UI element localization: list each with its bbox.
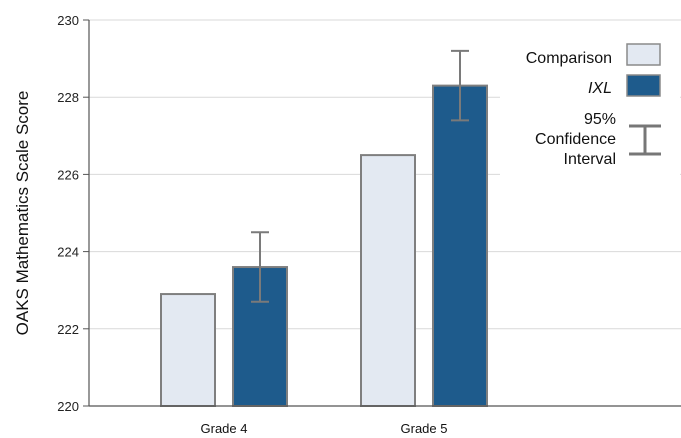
legend-label-comparison: Comparison [526,50,612,67]
y-axis-title: OAKS Mathematics Scale Score [13,91,32,336]
y-tick-label: 228 [57,90,79,105]
y-tick-labels: 220 222 224 226 228 230 [57,13,79,414]
y-tick-label: 230 [57,13,79,28]
y-tick-label: 222 [57,322,79,337]
bars [160,84,488,408]
legend-label-ixl: IXL [588,80,612,97]
x-category-label: Grade 5 [401,421,448,436]
legend-ci-icon [629,124,661,156]
legend-ci-line-2: Confidence [535,131,616,148]
legend-ci-line-1: 95% [584,111,616,128]
y-tick-label: 226 [57,167,79,182]
bar-comparison-grade-5 [360,154,416,407]
legend-ci-line-3: Interval [564,151,616,168]
bar-comparison-grade-4 [160,293,216,407]
x-category-labels: Grade 4 Grade 5 [201,421,448,436]
bar-ixl-grade-5 [432,84,488,408]
y-tick-label: 220 [57,399,79,414]
legend-swatch-comparison [626,43,661,66]
x-category-label: Grade 4 [201,421,248,436]
y-tick-label: 224 [57,245,79,260]
legend: Comparison IXL 95% Confidence Interval [500,38,680,188]
legend-swatch-ixl [626,74,661,97]
error-bars [251,49,469,303]
axes [83,19,681,407]
